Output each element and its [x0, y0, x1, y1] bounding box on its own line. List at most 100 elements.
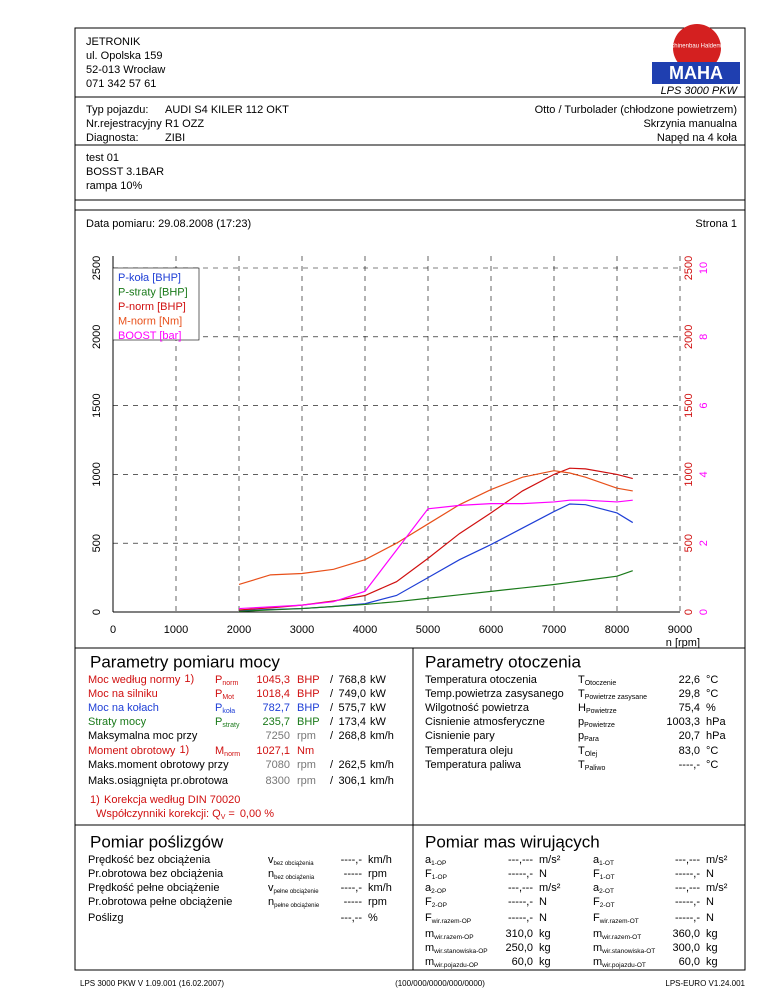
value: 0,00 % — [240, 808, 274, 820]
mass-unit: kg — [539, 928, 551, 940]
env-value: 1003,3 — [666, 716, 700, 728]
x-tick-label: 4000 — [353, 624, 377, 636]
slip-symbol: vbez obciążenia — [268, 854, 314, 867]
footnote-mark: 1) — [90, 794, 100, 806]
vehicle-value: R1 OZZ — [165, 118, 204, 130]
mass-value: ---,--- — [675, 882, 700, 894]
separator: / — [330, 759, 334, 771]
mass-symbol: mwir.stanowiska-OP — [425, 942, 488, 955]
vehicle-label: Nr.rejestracyjny — [86, 118, 162, 130]
subscript: 1-OT — [599, 860, 614, 867]
symbol: T — [578, 759, 585, 771]
logo: MAHA — [669, 63, 723, 83]
equals: = — [228, 808, 234, 820]
symbol: T — [578, 745, 585, 757]
param-label: Moc na kołach — [88, 702, 159, 714]
symbol: m — [593, 928, 602, 940]
mass-unit: N — [539, 912, 547, 924]
param-value: 173,4 — [338, 716, 366, 728]
symbol: F — [425, 912, 432, 924]
separator: / — [330, 688, 334, 700]
mass-unit: N — [539, 868, 547, 880]
label: Współczynniki korekcji: Q — [96, 808, 221, 820]
section-title: Parametry pomiaru mocy — [90, 652, 280, 671]
y-tick-label-right: 1000 — [683, 462, 695, 486]
param-value: 575,7 — [338, 702, 366, 714]
frame — [74, 27, 746, 971]
symbol: F — [425, 868, 432, 880]
env-label: Cisnienie atmosferyczne — [425, 716, 545, 728]
subscript: wir.pojazdu-OT — [601, 962, 646, 969]
slip-label: Prędkość pełne obciążenie — [88, 882, 219, 894]
x-tick-label: 6000 — [479, 624, 503, 636]
subscript: Paliwo — [585, 765, 606, 772]
env-symbol: TOtoczenie — [578, 674, 616, 687]
param-unit: rpm — [297, 759, 316, 771]
subscript: 1-OT — [600, 874, 615, 881]
param-unit: Nm — [297, 745, 314, 757]
x-axis-label: n [rpm] — [666, 637, 700, 649]
param-symbol: Pstraty — [215, 716, 240, 729]
symbol: T — [578, 688, 585, 700]
footer: LPS-EURO V1.24.001 — [665, 979, 745, 988]
slip-symbol: nbez obciążenia — [268, 868, 315, 881]
vehicle-label: Diagnosta: — [86, 132, 139, 144]
y-tick-label: 2000 — [91, 325, 103, 349]
slip-value: ----- — [344, 868, 363, 880]
param-label: Maks.moment obrotowy przy — [88, 759, 229, 771]
symbol: m — [425, 942, 434, 954]
section-title: Pomiar mas wirujących — [425, 832, 600, 851]
correction-factor: Współczynniki korekcji: QV = 0,00 % — [96, 808, 274, 821]
param-unit: rpm — [297, 775, 316, 787]
y-tick-label: 0 — [91, 609, 103, 615]
symbol: P — [215, 674, 222, 686]
company-line: JETRONIK — [86, 36, 141, 48]
env-label: Temp.powietrza zasysanego — [425, 688, 564, 700]
mass-unit: N — [706, 868, 714, 880]
page-number: Strona 1 — [695, 218, 737, 230]
note: BOSST 3.1BAR — [86, 166, 164, 178]
vehicle-info: Otto / Turbolader (chłodzone powietrzem) — [535, 104, 737, 116]
param-label: Maksymalna moc przy — [88, 730, 198, 742]
subscript: Powietrze — [586, 708, 617, 715]
mass-symbol: F2-OT — [593, 896, 615, 909]
param-value: 262,5 — [338, 759, 366, 771]
y2-tick-label: 8 — [698, 334, 710, 340]
mass-symbol: F1-OT — [593, 868, 615, 881]
param-unit: BHP — [297, 702, 320, 714]
mass-unit: N — [539, 896, 547, 908]
env-value: ----,- — [679, 759, 701, 771]
y2-tick-label: 4 — [698, 471, 710, 477]
series-line — [238, 570, 633, 612]
subscript: Powietrze zasysane — [585, 694, 647, 701]
env-label: Temperatura otoczenia — [425, 674, 538, 686]
separator: / — [330, 674, 334, 686]
symbol: P — [215, 702, 222, 714]
param-symbol: PMot — [215, 688, 234, 701]
mass-unit: m/s² — [706, 882, 728, 894]
series-line — [238, 499, 633, 610]
series-line — [238, 503, 634, 612]
y2-tick-label: 10 — [698, 262, 710, 274]
subscript: wir.stanowiska-OT — [601, 948, 655, 955]
mass-symbol: a1-OP — [425, 854, 446, 867]
env-symbol: HPowietrze — [578, 702, 617, 715]
y-tick-label-right: 2500 — [683, 256, 695, 280]
slip-value: ---,-- — [341, 912, 363, 924]
param-label: Moc na silniku — [88, 688, 158, 700]
y2-tick-label: 0 — [698, 609, 710, 615]
x-tick-label: 3000 — [290, 624, 314, 636]
env-value: 75,4 — [679, 702, 700, 714]
legend-entry: P-koła [BHP] — [118, 272, 181, 284]
x-tick-label: 9000 — [668, 624, 692, 636]
mass-value: ---,--- — [508, 882, 533, 894]
vehicle-value: ZIBI — [165, 132, 185, 144]
legend-entry: BOOST [bar] — [118, 330, 181, 342]
param-value: 268,8 — [338, 730, 366, 742]
y-tick-label: 2500 — [91, 256, 103, 280]
env-label: Wilgotność powietrza — [425, 702, 530, 714]
symbol: m — [425, 928, 434, 940]
symbol: a — [425, 854, 432, 866]
param-value: 7250 — [266, 730, 290, 742]
